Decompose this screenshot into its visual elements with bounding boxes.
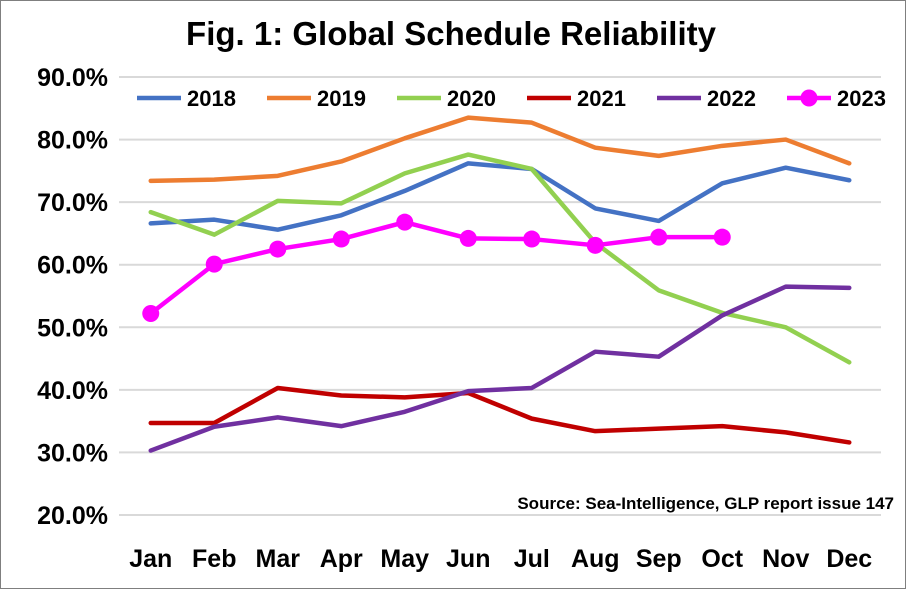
data-point-2023 — [205, 255, 223, 273]
y-tick-label: 70.0% — [37, 189, 108, 217]
y-tick-label: 50.0% — [37, 314, 108, 342]
legend-item-2022: 2022 — [657, 86, 756, 111]
y-tick-label: 40.0% — [37, 377, 108, 405]
series-line-2020 — [148, 152, 852, 365]
chart-title: Fig. 1: Global Schedule Reliability — [186, 15, 717, 52]
series-2020 — [148, 152, 852, 365]
data-point-2023 — [650, 228, 668, 246]
y-tick-label: 60.0% — [37, 252, 108, 280]
x-tick-label: Sep — [636, 545, 682, 573]
source-note: Source: Sea-Intelligence, GLP report iss… — [517, 494, 894, 513]
y-tick-label: 30.0% — [37, 439, 108, 467]
y-axis-ticks: 20.0% 30.0% 40.0% 50.0% 60.0% 70.0% 80.0% 90.0% — [37, 64, 108, 530]
x-tick-label: Mar — [256, 545, 301, 573]
data-point-2023 — [713, 228, 731, 246]
series-2023 — [142, 213, 731, 323]
series-line-2021 — [148, 385, 852, 445]
x-tick-label: Apr — [320, 545, 363, 573]
legend-marker — [800, 89, 818, 107]
x-tick-label: Jan — [129, 545, 172, 573]
data-point-2023 — [269, 240, 287, 258]
series-2021 — [148, 385, 852, 445]
legend-label: 2023 — [837, 86, 886, 111]
series-lines — [142, 115, 852, 453]
x-tick-label: Jul — [514, 545, 550, 573]
x-tick-label: Feb — [192, 545, 236, 573]
series-2019 — [148, 115, 852, 184]
data-point-2023 — [459, 229, 477, 247]
y-tick-label: 80.0% — [37, 127, 108, 155]
legend-label: 2020 — [447, 86, 496, 111]
data-point-2023 — [586, 236, 604, 254]
legend-item-2020: 2020 — [397, 86, 496, 111]
data-point-2023 — [396, 213, 414, 231]
legend-label: 2021 — [577, 86, 626, 111]
legend-item-2018: 2018 — [137, 86, 236, 111]
legend-item-2019: 2019 — [267, 86, 366, 111]
series-line-2022 — [148, 284, 852, 453]
series-2022 — [148, 284, 852, 453]
series-line-2018 — [148, 161, 852, 232]
x-tick-label: Dec — [826, 545, 872, 573]
x-tick-label: Jun — [446, 545, 490, 573]
x-axis-ticks: Jan Feb Mar Apr May Jun Jul Aug Sep Oct Nov Dec — [129, 545, 872, 573]
data-point-2023 — [142, 305, 160, 323]
x-tick-label: Oct — [701, 545, 743, 573]
y-tick-label: 20.0% — [37, 502, 108, 530]
legend-label: 2022 — [707, 86, 756, 111]
legend-label: 2019 — [317, 86, 366, 111]
data-point-2023 — [523, 230, 541, 248]
series-2018 — [148, 161, 852, 232]
series-line-2023 — [148, 219, 725, 316]
series-line-2019 — [148, 115, 852, 184]
legend-item-2021: 2021 — [527, 86, 626, 111]
legend-item-2023: 2023 — [787, 86, 886, 111]
x-tick-label: May — [380, 545, 429, 573]
data-point-2023 — [332, 230, 350, 248]
y-tick-label: 90.0% — [37, 64, 108, 92]
x-tick-label: Nov — [762, 545, 809, 573]
legend-label: 2018 — [187, 86, 236, 111]
legend: 2018 2019 2020 2021 2022 2023 — [137, 86, 886, 111]
x-tick-label: Aug — [571, 545, 620, 573]
